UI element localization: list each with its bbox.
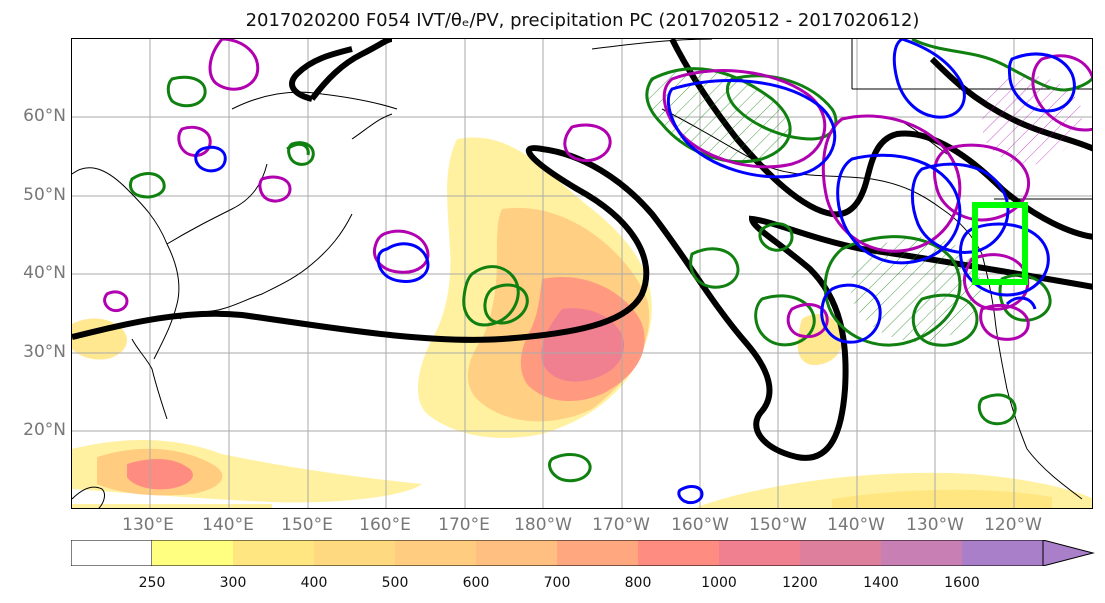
- lat-label-20: 20°N: [23, 420, 66, 440]
- colorbar-label-250: 250: [138, 575, 166, 591]
- colorbar-label-1400: 1400: [863, 575, 899, 591]
- lon-label-130w: 130°W: [906, 515, 964, 535]
- lon-label-170e: 170°E: [438, 515, 490, 535]
- lon-label-120w: 120°W: [984, 515, 1042, 535]
- map-grid: [72, 39, 1092, 508]
- colorbar-segments: [71, 540, 1095, 566]
- map-panel: [71, 38, 1093, 509]
- lat-label-50: 50°N: [23, 185, 66, 205]
- hatch-areas: [646, 68, 1083, 343]
- colorbar-label-1600: 1600: [944, 575, 980, 591]
- colorbar-label-1000: 1000: [701, 575, 737, 591]
- lon-label-150e: 150°E: [281, 515, 333, 535]
- lon-label-130e: 130°E: [122, 515, 174, 535]
- lat-label-60: 60°N: [23, 106, 66, 126]
- lon-label-160e: 160°E: [359, 515, 411, 535]
- lat-label-30: 30°N: [23, 342, 66, 362]
- focus-box: [972, 202, 1028, 285]
- lon-label-170w: 170°W: [592, 515, 650, 535]
- lon-label-140e: 140°E: [202, 515, 254, 535]
- ivt-shading: [72, 137, 1092, 508]
- plot-title: 2017020200 F054 IVT/θₑ/PV, precipitation…: [245, 10, 920, 31]
- colorbar-label-600: 600: [462, 575, 490, 591]
- colorbar-label-500: 500: [381, 575, 409, 591]
- title-container: 2017020200 F054 IVT/θₑ/PV, precipitation…: [0, 0, 1105, 36]
- colorbar-label-800: 800: [624, 575, 652, 591]
- lon-label-180w: 180°W: [514, 515, 572, 535]
- blue-contours: [194, 39, 1076, 505]
- lon-label-160w: 160°W: [671, 515, 729, 535]
- colorbar-label-1200: 1200: [782, 575, 818, 591]
- colorbar: [71, 540, 1095, 566]
- lat-label-40: 40°N: [23, 263, 66, 283]
- lon-label-140w: 140°W: [827, 515, 885, 535]
- lon-label-150w: 150°W: [749, 515, 807, 535]
- colorbar-label-300: 300: [219, 575, 247, 591]
- colorbar-label-400: 400: [300, 575, 328, 591]
- colorbar-label-700: 700: [543, 575, 571, 591]
- map-svg: [72, 39, 1092, 508]
